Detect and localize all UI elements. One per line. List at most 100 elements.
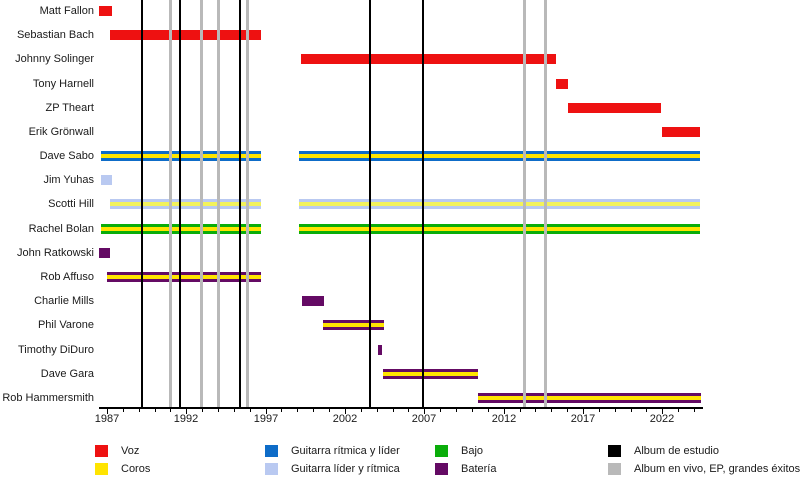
member-label: Charlie Mills — [34, 295, 94, 308]
axis-tick — [456, 409, 457, 412]
axis-tick — [440, 409, 441, 412]
member-label: Scotti Hill — [48, 198, 94, 211]
axis-tick — [186, 409, 187, 414]
live-ep-release-line — [169, 0, 172, 408]
axis-year-label: 2007 — [411, 413, 437, 425]
axis-tick — [646, 409, 647, 412]
axis-tick — [678, 409, 679, 412]
timeline-bar — [378, 345, 383, 355]
x-axis-line — [99, 407, 703, 409]
timeline-bar — [106, 272, 261, 282]
member-label: Rob Affuso — [40, 270, 94, 283]
timeline-bar — [477, 393, 701, 403]
axis-tick — [155, 409, 156, 412]
axis-year-label: 1987 — [94, 413, 120, 425]
axis-tick — [234, 409, 235, 412]
live-ep-release-line — [200, 0, 203, 408]
timeline-bar — [298, 199, 701, 209]
legend-swatch-gray — [608, 463, 621, 475]
member-label: Erik Grönwall — [28, 125, 94, 138]
timeline-bar — [298, 151, 701, 161]
axis-tick — [408, 409, 409, 412]
axis-tick — [551, 409, 552, 412]
member-label: Jim Yuhas — [43, 174, 94, 187]
member-label: Dave Sabo — [39, 150, 94, 163]
axis-year-label: 1992 — [173, 413, 199, 425]
member-label: Rachel Bolan — [28, 222, 94, 235]
timeline-bar — [110, 30, 261, 40]
axis-tick — [329, 409, 330, 412]
timeline-bar — [110, 199, 261, 209]
member-label: Timothy DiDuro — [18, 343, 94, 356]
axis-tick — [313, 409, 314, 412]
live-ep-release-line — [246, 0, 249, 408]
axis-tick — [583, 409, 584, 414]
timeline-bar — [99, 248, 111, 258]
axis-tick — [393, 409, 394, 412]
axis-tick — [345, 409, 346, 414]
axis-year-label: 2017 — [570, 413, 596, 425]
legend-label: Coros — [121, 463, 151, 475]
member-label: Johnny Solinger — [15, 53, 94, 66]
member-label: Dave Gara — [40, 367, 94, 380]
timeline-bar — [322, 320, 384, 330]
studio-album-line — [179, 0, 181, 408]
axis-tick — [472, 409, 473, 412]
axis-tick — [297, 409, 298, 412]
member-label: ZP Theart — [45, 101, 94, 114]
legend-swatch-lightblue — [265, 463, 278, 475]
legend-label: Album en vivo, EP, grandes éxitos — [634, 463, 800, 475]
member-label: Tony Harnell — [32, 77, 94, 90]
legend-label: Bajo — [461, 445, 484, 457]
legend-swatch-yellow — [95, 463, 108, 475]
axis-tick — [504, 409, 505, 414]
axis-tick — [662, 409, 663, 414]
legend-swatch-green — [435, 445, 448, 457]
legend-label: Batería — [461, 463, 497, 475]
axis-tick — [361, 409, 362, 412]
member-label: Phil Varone — [37, 319, 94, 332]
axis-tick — [520, 409, 521, 412]
timeline-bar — [302, 296, 325, 306]
axis-tick — [281, 409, 282, 412]
plot-area — [99, 0, 702, 408]
timeline-bar — [300, 54, 556, 64]
timeline-bar — [661, 127, 701, 137]
axis-tick — [535, 409, 536, 412]
axis-tick — [488, 409, 489, 412]
axis-tick — [123, 409, 124, 412]
axis-tick — [615, 409, 616, 412]
timeline-bar — [383, 369, 479, 379]
timeline-bar — [100, 175, 113, 185]
axis-tick — [170, 409, 171, 412]
axis-year-label: 2002 — [332, 413, 358, 425]
legend-label: Voz — [121, 445, 140, 457]
axis-tick — [599, 409, 600, 412]
timeline-bar — [99, 6, 112, 16]
axis-tick — [567, 409, 568, 412]
axis-tick — [424, 409, 425, 414]
axis-year-label: 1997 — [253, 413, 279, 425]
studio-album-line — [369, 0, 371, 408]
axis-tick — [218, 409, 219, 412]
timeline-bar — [298, 224, 701, 234]
member-label: Rob Hammersmith — [2, 391, 94, 404]
axis-tick — [202, 409, 203, 412]
timeline-bar — [567, 103, 662, 113]
live-ep-release-line — [217, 0, 220, 408]
legend-swatch-red — [95, 445, 108, 457]
axis-year-label: 2012 — [491, 413, 517, 425]
axis-tick — [694, 409, 695, 412]
axis-tick — [266, 409, 267, 414]
live-ep-release-line — [544, 0, 547, 408]
axis-tick — [139, 409, 140, 412]
legend-label: Guitarra líder y rítmica — [291, 463, 400, 475]
axis-year-label: 2022 — [649, 413, 675, 425]
legend-label: Guitarra rítmica y líder — [291, 445, 400, 457]
axis-tick — [631, 409, 632, 412]
legend-swatch-blue — [265, 445, 278, 457]
studio-album-line — [141, 0, 143, 408]
legend-label: Album de estudio — [634, 445, 719, 457]
live-ep-release-line — [523, 0, 526, 408]
